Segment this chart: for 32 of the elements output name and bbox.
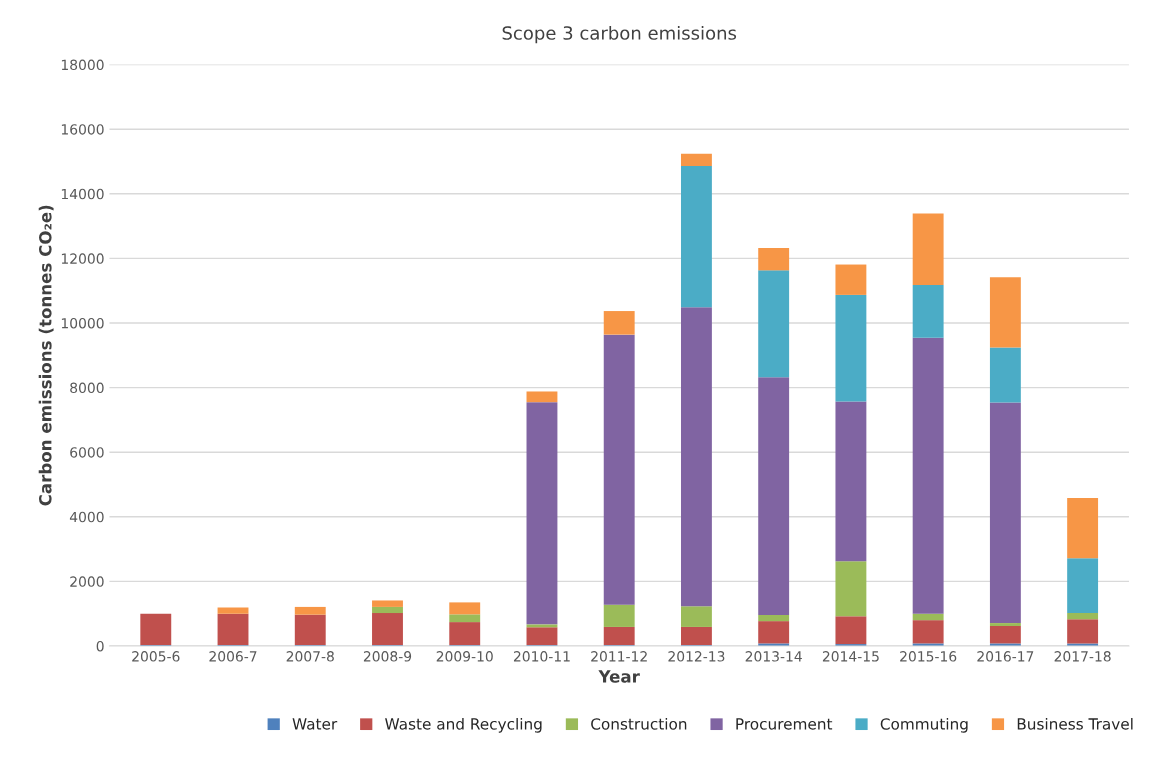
y-tick-label: 14000 bbox=[61, 188, 104, 200]
x-axis-title: Year bbox=[598, 670, 640, 683]
y-tick-label: 6000 bbox=[70, 447, 104, 458]
chart-title: Scope 3 carbon emissions bbox=[502, 25, 737, 44]
x-tick-label: 2009-10 bbox=[436, 651, 493, 662]
legend-label: Construction bbox=[591, 717, 687, 730]
y-tick-label: 4000 bbox=[69, 511, 104, 523]
y-tick-label: 2000 bbox=[70, 576, 104, 587]
x-tick-label: 2017-18 bbox=[1054, 651, 1111, 662]
x-tick-label: 2007-8 bbox=[286, 651, 334, 662]
y-axis-title: Carbon emissions (tonnes CO₂e) bbox=[38, 205, 54, 506]
x-tick-label: 2005-6 bbox=[132, 651, 180, 662]
legend-label: Waste and Recycling bbox=[385, 717, 542, 733]
y-tick-label: 12000 bbox=[61, 253, 104, 264]
x-tick-label: 2014-15 bbox=[822, 651, 879, 662]
legend-label: Commuting bbox=[880, 717, 968, 733]
y-tick-label: 8000 bbox=[70, 382, 104, 394]
x-tick-label: 2016-17 bbox=[977, 651, 1034, 662]
x-tick-label: 2011-12 bbox=[591, 651, 647, 662]
legend-label: Procurement bbox=[736, 718, 833, 730]
x-tick-label: 2006-7 bbox=[209, 651, 257, 662]
legend-label: Business Travel bbox=[1017, 717, 1133, 730]
x-tick-label: 2012-13 bbox=[668, 651, 725, 662]
y-tick-label: 18000 bbox=[61, 59, 104, 71]
x-tick-label: 2008-9 bbox=[363, 651, 412, 662]
y-tick-label: 16000 bbox=[61, 124, 104, 135]
legend-label: Water bbox=[292, 718, 338, 730]
x-tick-label: 2010-11 bbox=[513, 651, 570, 662]
y-tick-label: 10000 bbox=[61, 317, 104, 329]
x-tick-label: 2013-14 bbox=[745, 651, 802, 662]
x-tick-label: 2015-16 bbox=[900, 651, 957, 662]
y-tick-label: 0 bbox=[96, 640, 104, 652]
